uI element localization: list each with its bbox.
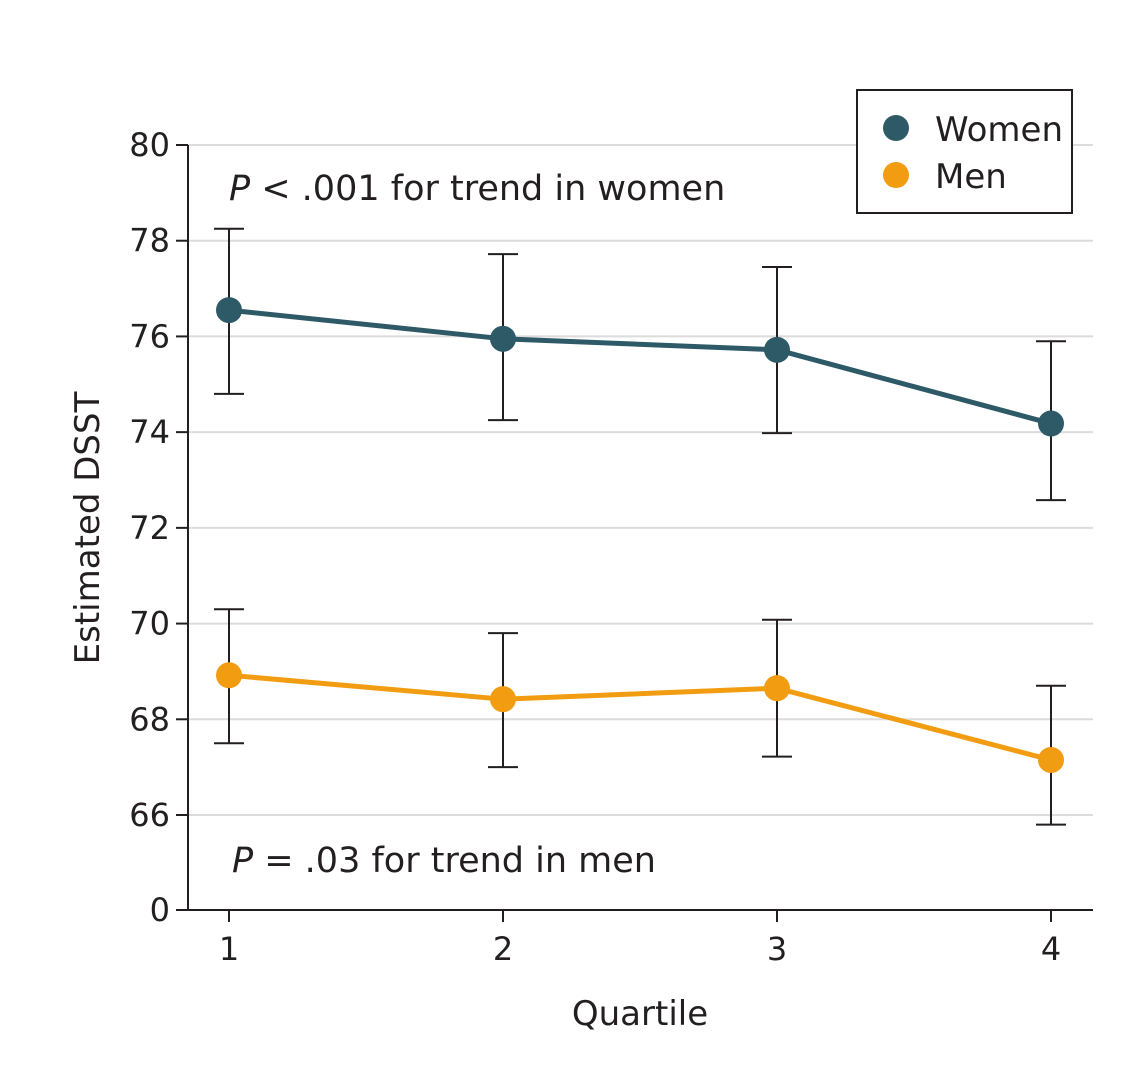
data-point-women bbox=[490, 325, 516, 352]
gridlines bbox=[188, 144, 1093, 816]
series-line-men bbox=[228, 672, 1052, 763]
annotation-women-text: < .001 for trend in women bbox=[250, 169, 725, 209]
data-point-women bbox=[1038, 410, 1064, 437]
y-tick-label: 66 bbox=[129, 796, 170, 834]
y-tick-label: 78 bbox=[129, 222, 170, 260]
series-line-women bbox=[228, 307, 1052, 426]
data-point-men bbox=[490, 686, 516, 713]
data-points bbox=[216, 297, 1064, 773]
data-point-women bbox=[216, 297, 242, 324]
x-tick-label: 1 bbox=[219, 930, 239, 968]
x-tick-label: 2 bbox=[493, 930, 513, 968]
legend-marker-men bbox=[883, 162, 909, 188]
error-bars bbox=[214, 227, 1066, 826]
axes: 0 66 68 70 72 74 76 78 80 1 2 3 4 bbox=[129, 126, 1093, 968]
y-tick-label: 0 bbox=[150, 891, 170, 929]
y-axis-title: Estimated DSST bbox=[68, 391, 108, 664]
legend-label-women: Women bbox=[935, 110, 1063, 150]
annotation-men-text: = .03 for trend in men bbox=[253, 841, 656, 881]
annotation-women-p: P bbox=[229, 169, 251, 209]
y-tick-label: 70 bbox=[129, 605, 170, 643]
data-point-men bbox=[764, 675, 790, 702]
legend-box bbox=[856, 89, 1073, 214]
y-tick-label: 80 bbox=[129, 126, 170, 164]
y-tick-label: 74 bbox=[129, 413, 170, 451]
x-tick-label: 4 bbox=[1041, 930, 1061, 968]
legend-marker-women bbox=[883, 115, 909, 141]
x-tick-label: 3 bbox=[767, 930, 787, 968]
x-axis-title: Quartile bbox=[572, 994, 708, 1034]
y-tick-label: 68 bbox=[129, 700, 170, 738]
data-point-men bbox=[1038, 746, 1064, 773]
legend: Women Men bbox=[856, 89, 1073, 214]
legend-label-men: Men bbox=[935, 157, 1007, 197]
data-point-women bbox=[764, 336, 790, 363]
data-point-men bbox=[216, 662, 242, 689]
annotation-men: P = .03 for trend in men bbox=[232, 841, 656, 881]
y-tick-label: 76 bbox=[129, 317, 170, 355]
annotation-women: P < .001 for trend in women bbox=[229, 169, 725, 209]
y-tick-label: 72 bbox=[129, 509, 170, 547]
annotation-men-p: P bbox=[232, 841, 254, 881]
series-lines bbox=[228, 307, 1052, 763]
